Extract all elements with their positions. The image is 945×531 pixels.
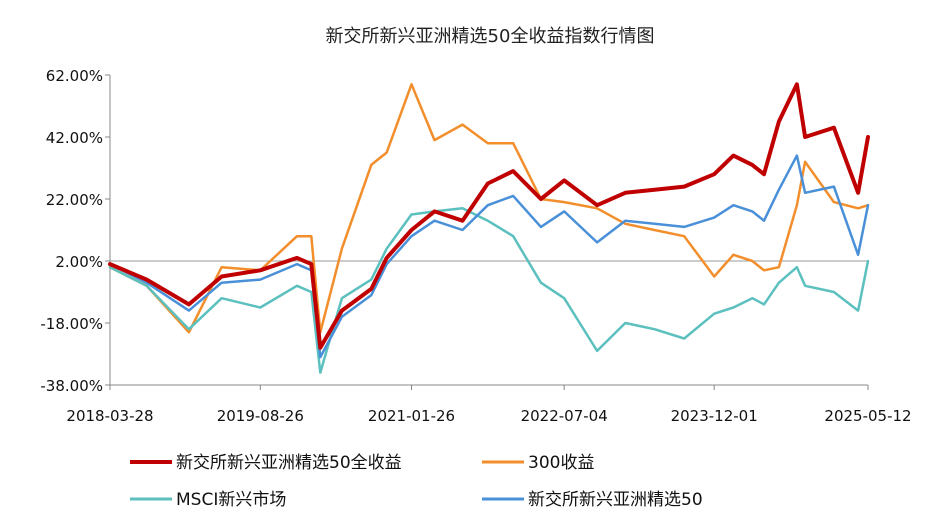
- series-line-3: [108, 154, 870, 359]
- x-tick-label: 2021-01-26: [368, 407, 455, 425]
- x-tick-label: 2019-08-26: [217, 407, 304, 425]
- y-tick-label: 62.00%: [46, 67, 103, 85]
- legend: 新交所新兴亚洲精选50全收益 300收益 MSCI新兴市场 新交所新兴亚洲精选50: [130, 453, 703, 510]
- y-tick-label: 2.00%: [55, 253, 103, 271]
- axes: 62.00% 42.00% 22.00% 2.00% -18.00% -38.00% 201…: [40, 67, 911, 425]
- chart-title: 新交所新兴亚洲精选50全收益指数行情图: [326, 26, 655, 47]
- x-tick-label: 2023-12-01: [671, 407, 758, 425]
- y-tick-label: 22.00%: [46, 191, 103, 209]
- y-tick-label: -18.00%: [40, 315, 103, 333]
- plot-lines: [108, 82, 870, 374]
- y-tick-label: 42.00%: [46, 129, 103, 147]
- series-line-1: [108, 83, 870, 334]
- x-tick-label: 2018-03-28: [66, 407, 153, 425]
- legend-label: 新交所新兴亚洲精选50: [528, 490, 703, 510]
- legend-label: 300收益: [528, 453, 594, 473]
- x-tick-label: 2025-05-12: [824, 407, 911, 425]
- legend-label: 新交所新兴亚洲精选50全收益: [176, 453, 402, 473]
- x-tick-label: 2022-07-04: [521, 407, 608, 425]
- series-line-0: [108, 82, 870, 350]
- legend-label: MSCI新兴市场: [176, 490, 286, 510]
- y-tick-label: -38.00%: [40, 377, 103, 395]
- series-line-2: [108, 207, 870, 374]
